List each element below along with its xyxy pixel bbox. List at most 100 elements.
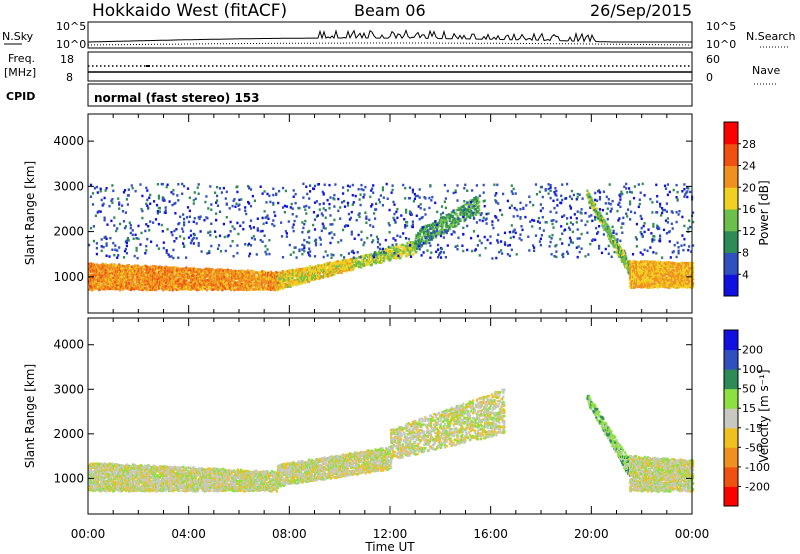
data-cell	[281, 256, 285, 259]
data-cell	[136, 286, 139, 289]
data-cell	[448, 216, 451, 220]
data-cell	[151, 271, 154, 275]
data-cell	[650, 279, 653, 282]
data-cell	[229, 244, 232, 248]
data-cell	[600, 251, 604, 255]
data-cell	[683, 195, 686, 198]
data-cell	[483, 204, 486, 208]
data-cell	[300, 267, 303, 271]
data-cell	[638, 202, 641, 206]
data-cell	[118, 203, 121, 206]
data-cell	[436, 226, 439, 229]
freq-label-line1: Freq.	[8, 52, 35, 65]
data-cell	[99, 210, 102, 213]
data-cell	[550, 237, 553, 240]
data-cell	[313, 218, 317, 221]
data-cell	[157, 222, 160, 226]
data-cell	[625, 255, 628, 258]
data-cell	[227, 234, 230, 237]
data-cell	[200, 281, 204, 284]
data-cell	[131, 280, 134, 283]
data-cell	[643, 194, 646, 197]
data-cell	[192, 242, 195, 245]
data-cell	[497, 219, 500, 222]
data-cell	[508, 243, 511, 247]
data-cell	[586, 220, 589, 223]
data-cell	[176, 194, 179, 197]
data-cell	[665, 202, 668, 205]
data-cell	[331, 236, 334, 240]
data-cell	[538, 240, 541, 243]
data-cell	[114, 280, 117, 283]
data-cell	[182, 278, 185, 281]
data-cell	[452, 191, 455, 195]
data-cell	[404, 197, 407, 200]
data-cell	[468, 201, 471, 204]
data-cell	[256, 227, 259, 230]
data-cell	[418, 196, 421, 199]
data-cell	[627, 260, 630, 263]
data-cell	[474, 248, 477, 251]
data-cell	[265, 284, 268, 288]
data-cell	[388, 208, 391, 212]
data-cell	[529, 220, 532, 223]
data-cell	[253, 273, 256, 276]
data-cell	[541, 216, 544, 219]
data-cell	[272, 187, 275, 190]
data-cell	[427, 228, 431, 231]
data-cell	[340, 271, 343, 274]
data-cell	[252, 235, 255, 238]
data-cell	[261, 216, 264, 220]
data-cell	[125, 252, 128, 255]
data-cell	[591, 199, 594, 202]
data-cell	[553, 190, 556, 194]
data-cell	[140, 207, 143, 211]
data-cell	[157, 197, 160, 200]
data-cell	[186, 187, 190, 190]
data-cell	[248, 288, 251, 291]
data-cell	[373, 253, 376, 257]
data-cell	[392, 200, 395, 204]
data-cell	[381, 186, 384, 189]
data-cell	[267, 279, 270, 283]
data-cell	[142, 265, 145, 268]
data-cell	[136, 256, 139, 260]
data-cell	[637, 275, 641, 279]
data-cell	[189, 284, 192, 287]
data-cell	[434, 220, 437, 223]
data-cell	[320, 229, 323, 233]
data-cell	[336, 260, 339, 263]
data-cell	[431, 225, 435, 228]
data-cell	[503, 241, 507, 244]
data-cell	[608, 227, 611, 230]
data-cell	[238, 208, 241, 211]
data-cell	[630, 191, 634, 194]
data-cell	[355, 262, 358, 266]
data-cell	[510, 224, 513, 227]
data-cell	[545, 221, 548, 224]
data-cell	[677, 246, 680, 249]
data-cell	[472, 216, 476, 220]
data-cell	[357, 188, 360, 191]
data-cell	[144, 229, 147, 233]
data-cell	[387, 222, 390, 225]
data-cell	[471, 189, 474, 192]
data-cell	[152, 286, 155, 290]
data-cell	[528, 249, 531, 252]
data-cell	[651, 240, 654, 243]
data-cell	[650, 232, 653, 235]
data-cell	[498, 250, 501, 254]
data-cell	[105, 242, 108, 245]
data-cell	[405, 208, 408, 212]
data-cell	[468, 205, 471, 208]
data-cell	[594, 238, 597, 242]
data-cell	[189, 234, 192, 237]
data-cell	[575, 221, 578, 224]
data-cell	[294, 281, 297, 284]
data-cell	[451, 225, 454, 229]
data-cell	[556, 198, 559, 201]
data-cell	[375, 253, 378, 256]
data-cell	[482, 191, 485, 194]
data-cell	[322, 202, 325, 205]
data-cell	[183, 279, 186, 282]
